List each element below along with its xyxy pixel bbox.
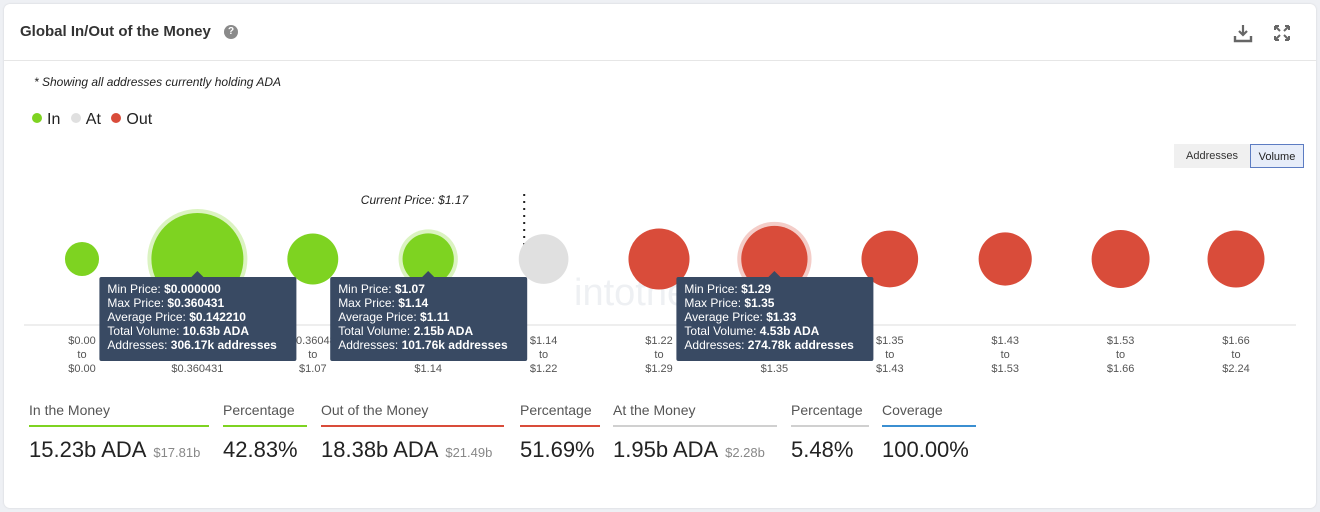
x-tick-label: $1.29 — [645, 363, 673, 375]
x-tick-label: to — [654, 349, 663, 361]
current-price-label: Current Price: $1.17 — [361, 193, 470, 207]
x-tick-label: $1.14 — [414, 363, 442, 375]
x-tick-label: $1.35 — [876, 335, 904, 347]
tooltip-row: Max Price: $0.360431 — [107, 296, 224, 310]
download-icon[interactable] — [1232, 22, 1254, 44]
bubble-out[interactable] — [861, 230, 919, 288]
tooltip-arrow — [422, 271, 435, 277]
stat-coverage: Coverage 100.00% — [882, 402, 976, 463]
bubble-in[interactable] — [402, 233, 454, 285]
bubble-out[interactable] — [1207, 230, 1265, 288]
bubble-at[interactable] — [518, 234, 569, 284]
addresses-toggle-button[interactable]: Addresses — [1174, 144, 1250, 168]
x-tick-label: $0.36048 — [290, 335, 336, 347]
x-tick-label: $0.00 — [68, 335, 96, 347]
x-tick-label: to — [308, 349, 317, 361]
tooltip-row: Addresses: 101.76k addresses — [338, 338, 508, 352]
stat-in-percentage: Percentage 42.83% — [223, 402, 307, 463]
x-tick-label: $1.14 — [530, 335, 558, 347]
tooltip-row: Addresses: 274.78k addresses — [684, 338, 854, 352]
stat-in-the-money: In the Money 15.23b ADA $17.81b — [29, 402, 209, 463]
stat-out-percentage: Percentage 51.69% — [520, 402, 600, 463]
card-title: Global In/Out of the Money — [20, 23, 211, 40]
x-tick-label: $1.53 — [991, 363, 1019, 375]
holding-note: * Showing all addresses currently holdin… — [34, 75, 282, 89]
x-tick-label: to — [1116, 349, 1125, 361]
legend-out-dot — [111, 113, 122, 123]
bubble-in[interactable] — [287, 233, 339, 285]
x-tick-label: $0.360431 — [171, 363, 223, 375]
tooltip-row: Average Price: $1.11 — [338, 310, 450, 324]
tooltip-row: Average Price: $0.142210 — [107, 310, 246, 324]
bubble-out[interactable] — [1091, 230, 1150, 288]
tooltip-row: Min Price: $1.07 — [338, 282, 425, 296]
tooltip-row: Average Price: $1.33 — [684, 310, 796, 324]
stat-out-of-the-money: Out of the Money 18.38b ADA $21.49b — [321, 402, 504, 463]
tooltip-row: Max Price: $1.35 — [684, 296, 774, 310]
x-tick-label: $2.24 — [1222, 363, 1250, 375]
x-tick-label: $0.00 — [68, 363, 96, 375]
bubble-in[interactable] — [64, 241, 100, 277]
legend-in[interactable]: In — [32, 111, 60, 129]
tooltip-row: Addresses: 306.17k addresses — [107, 338, 277, 352]
bubble-out[interactable] — [741, 225, 808, 293]
tooltip-row: Total Volume: 10.63b ADA — [107, 324, 249, 338]
bubble-out[interactable] — [628, 228, 690, 290]
tooltip-row: Max Price: $1.14 — [338, 296, 428, 310]
x-tick-label: $1.66 — [1107, 363, 1135, 375]
tooltip-arrow — [768, 271, 781, 277]
tooltip-row: Min Price: $1.29 — [684, 282, 771, 296]
x-tick-label: to — [1231, 349, 1240, 361]
x-tick-label: to — [539, 349, 548, 361]
legend-at-dot — [70, 113, 81, 123]
tooltip-box — [330, 277, 528, 361]
volume-toggle-button[interactable]: Volume — [1250, 144, 1304, 168]
question-circle-icon[interactable]: ? — [224, 25, 238, 39]
x-tick-label: $1.43 — [991, 335, 1019, 347]
x-tick-label: $1.43 — [876, 363, 904, 375]
chart-legend: In At Out — [32, 111, 158, 129]
x-tick-label: $1.22 — [645, 335, 673, 347]
x-tick-label: $1.07 — [299, 363, 327, 375]
tooltip-box — [99, 277, 297, 361]
tooltip-row: Min Price: $0.000000 — [107, 282, 221, 296]
x-tick-label: to — [885, 349, 894, 361]
stat-at-the-money: At the Money 1.95b ADA $2.28b — [613, 402, 777, 463]
x-tick-label: $1.22 — [530, 363, 558, 375]
tooltip-row: Total Volume: 2.15b ADA — [338, 324, 473, 338]
bubble-out[interactable] — [978, 232, 1032, 286]
stats-row: In the Money 15.23b ADA $17.81b Percenta… — [4, 402, 1316, 482]
in-out-money-card: Global In/Out of the Money ? * Showing a… — [4, 4, 1316, 508]
tooltip-row: Total Volume: 4.53b ADA — [684, 324, 819, 338]
stat-at-percentage: Percentage 5.48% — [791, 402, 869, 463]
x-tick-label: $1.53 — [1107, 335, 1135, 347]
x-tick-label: to — [77, 349, 86, 361]
legend-in-dot — [32, 113, 42, 123]
legend-at[interactable]: At — [70, 111, 101, 129]
card-header: Global In/Out of the Money ? — [4, 4, 1316, 61]
x-tick-label: $1.66 — [1222, 335, 1250, 347]
tooltip-arrow — [191, 271, 204, 277]
x-tick-label: $1.35 — [761, 363, 789, 375]
expand-icon[interactable] — [1271, 22, 1293, 44]
x-tick-label: to — [1001, 349, 1010, 361]
legend-out[interactable]: Out — [111, 111, 152, 129]
tooltip-box — [676, 277, 874, 361]
